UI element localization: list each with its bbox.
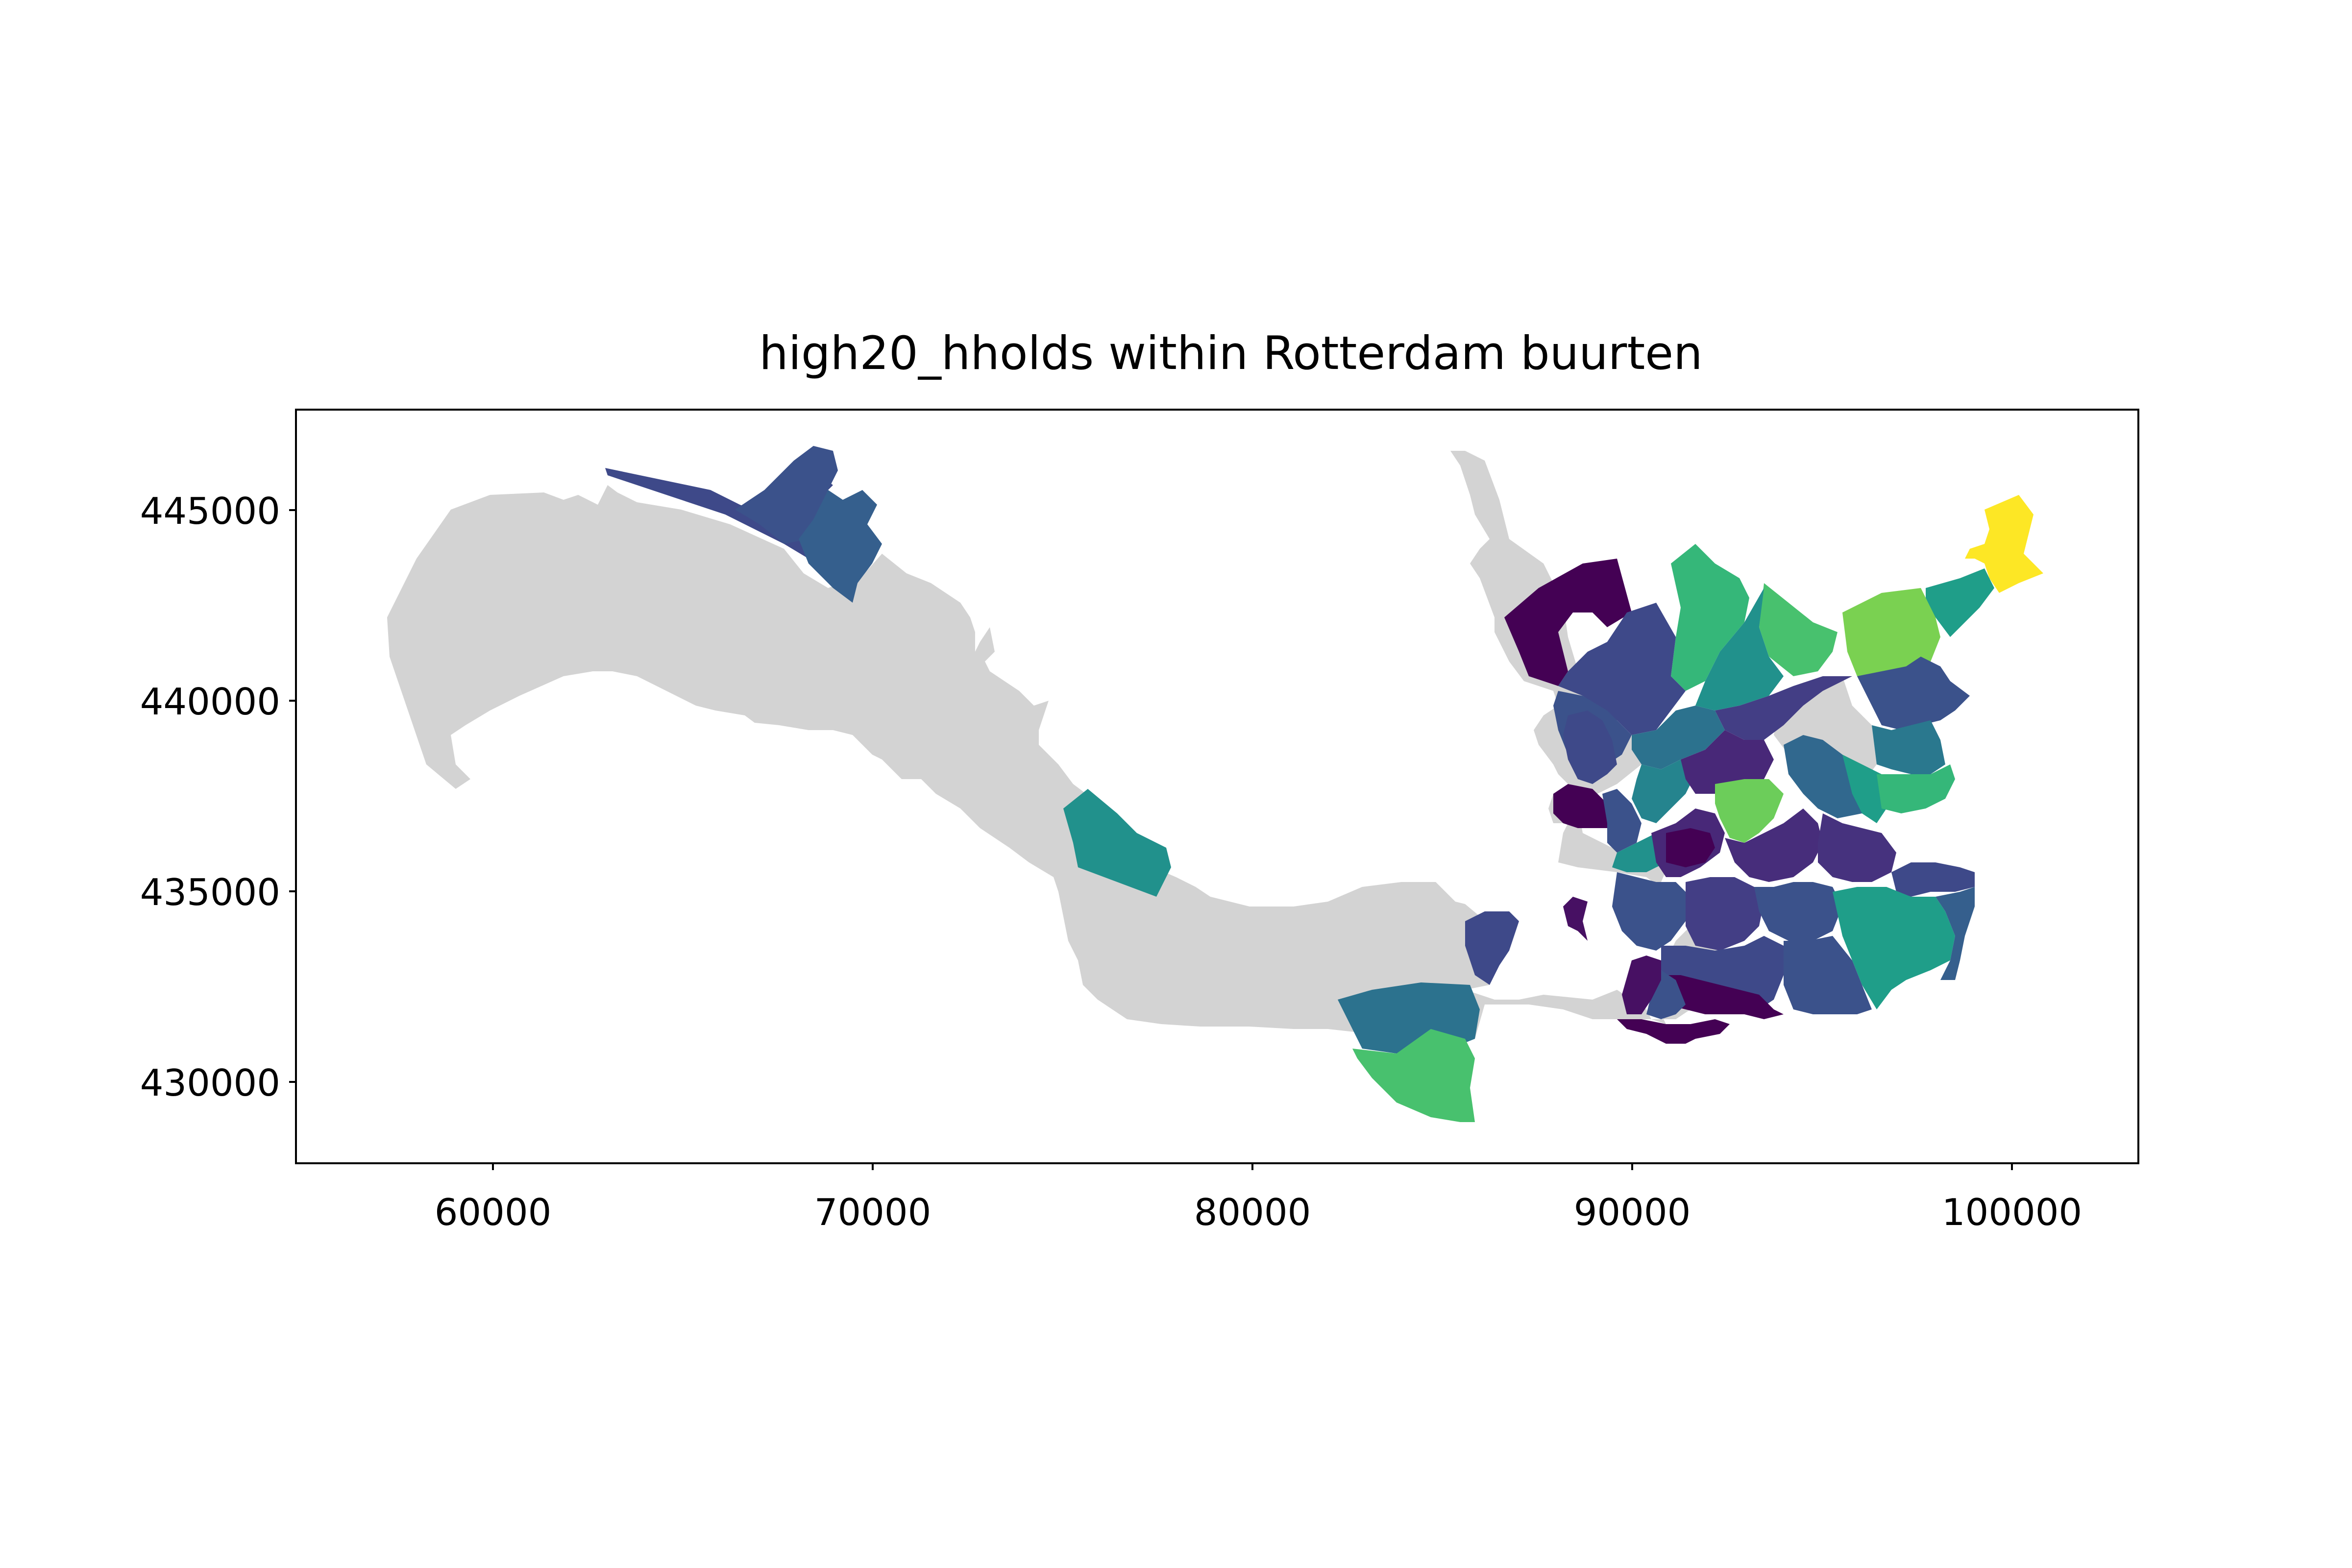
- axes-frame: [295, 409, 2139, 1164]
- buurt-centre-a: [1632, 706, 1725, 769]
- buurt-centre-b: [1715, 676, 1852, 740]
- buurt-west-north: [735, 446, 838, 544]
- buurt-south-d: [1784, 936, 1872, 1014]
- y-tick-label: 440000: [140, 680, 280, 723]
- buurt-north-east-green: [1842, 588, 1940, 681]
- map-title: high20_hholds within Rotterdam buurten: [759, 327, 1702, 380]
- buurt-south-b: [1686, 877, 1764, 951]
- y-tick-label: 430000: [140, 1061, 280, 1104]
- buurt-south-dark-a: [1661, 975, 1784, 1019]
- buurt-east-edge: [1936, 887, 1975, 980]
- x-tick-label: 90000: [1574, 1191, 1691, 1234]
- buurt-centre-d: [1681, 730, 1774, 794]
- buurt-north-east-yellow: [1965, 495, 2043, 593]
- buurt-south-dark-b: [1617, 1019, 1730, 1044]
- x-tick-label: 80000: [1194, 1191, 1311, 1234]
- x-axis: 60000 70000 80000 90000 100000: [435, 1163, 2082, 1234]
- x-tick-label: 60000: [435, 1191, 552, 1234]
- buurt-east-green: [1877, 764, 1955, 813]
- buurt-north-green-a: [1671, 544, 1749, 691]
- buurt-north-blue-a: [1558, 603, 1686, 735]
- plot-area: [387, 446, 2043, 1122]
- buurt-south-g: [1622, 956, 1661, 1014]
- buurt-centre-south-c: [1725, 808, 1823, 882]
- buurt-north-dark: [1504, 559, 1632, 686]
- buurt-east-a: [1857, 657, 1970, 730]
- buurt-centre-south-b: [1666, 828, 1715, 867]
- y-axis: 430000 435000 440000 445000: [140, 490, 296, 1104]
- buurt-west-inner-a: [1563, 710, 1617, 784]
- buurt-centre-c: [1632, 760, 1695, 823]
- buurt-centre-west-a: [1063, 789, 1171, 897]
- buurt-north-east-teal: [1926, 568, 1994, 637]
- buurt-west-east: [799, 490, 882, 603]
- buurt-centre-e: [1784, 735, 1877, 818]
- buurt-east-b: [1872, 720, 1945, 774]
- buurt-north-green-b: [1759, 583, 1838, 676]
- buurt-south-west-c: [1352, 1029, 1475, 1122]
- x-tick-label: 100000: [1942, 1191, 2082, 1234]
- buurt-mid-small: [1563, 897, 1588, 941]
- buurt-south-west-a: [1465, 911, 1519, 985]
- x-tick-label: 70000: [814, 1191, 931, 1234]
- y-tick-label: 435000: [140, 871, 280, 914]
- buurt-north-teal-mid: [1695, 588, 1784, 710]
- y-tick-label: 445000: [140, 490, 280, 533]
- missing-region-port-west: [387, 451, 1725, 1044]
- buurt-centre-south-d: [1818, 813, 1896, 882]
- buurt-west-inner-c: [1602, 789, 1642, 853]
- buurt-south-c: [1754, 882, 1842, 941]
- buurt-centre-green: [1715, 779, 1784, 843]
- buurt-east-south-a: [1891, 862, 1975, 897]
- buurt-south-green: [1833, 887, 1955, 1009]
- buurt-west-inner-b: [1553, 784, 1617, 828]
- buurt-south-a: [1612, 872, 1690, 951]
